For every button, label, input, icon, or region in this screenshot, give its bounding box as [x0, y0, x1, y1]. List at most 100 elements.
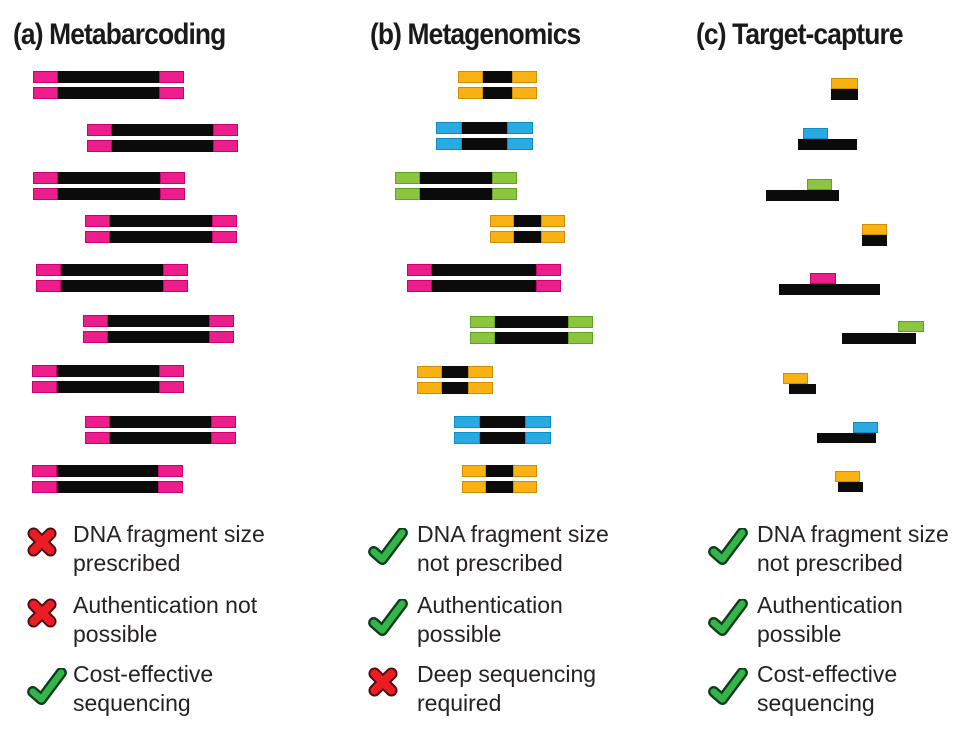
read-pair — [454, 416, 551, 444]
green-check-icon — [708, 598, 748, 641]
read-bar — [395, 188, 517, 200]
bullet-text-line: possible — [757, 621, 842, 647]
read-pair — [85, 215, 237, 243]
read-pair — [33, 172, 185, 200]
pink-adapter-cap — [407, 264, 432, 276]
yellow-adapter-cap — [541, 231, 565, 243]
captured-fragment-bar — [862, 235, 887, 246]
yellow-adapter-cap — [417, 366, 442, 378]
red-cross-icon — [27, 527, 57, 562]
red-cross-icon — [27, 598, 57, 633]
bullet-text-line: sequencing — [73, 690, 191, 716]
column-c-title: (c) Target-capture — [696, 18, 904, 51]
yellow-bait-tag — [835, 471, 860, 482]
green-check-icon — [368, 598, 408, 636]
yellow-adapter-cap — [468, 382, 493, 394]
yellow-bait-tag — [831, 78, 858, 89]
red-cross-icon — [27, 527, 57, 557]
pink-adapter-cap — [85, 416, 110, 428]
pink-adapter-cap — [36, 264, 61, 276]
pink-adapter-cap — [158, 465, 183, 477]
read-bar — [417, 366, 493, 378]
pink-adapter-cap — [36, 280, 61, 292]
read-bar — [470, 316, 593, 328]
read-bar — [87, 124, 238, 136]
read-bar — [407, 264, 561, 276]
read-bar — [33, 87, 184, 99]
read-bar — [33, 71, 184, 83]
pink-adapter-cap — [163, 280, 188, 292]
read-pair — [407, 264, 561, 292]
pink-adapter-cap — [159, 365, 184, 377]
pink-adapter-cap — [32, 465, 57, 477]
read-bar — [458, 71, 537, 83]
pink-adapter-cap — [33, 172, 58, 184]
yellow-adapter-cap — [462, 465, 486, 477]
yellow-adapter-cap — [513, 481, 537, 493]
green-adapter-cap — [568, 332, 593, 344]
bullet-text: Cost-effective sequencing — [73, 660, 213, 718]
pink-adapter-cap — [158, 481, 183, 493]
bullet-text-line: possible — [417, 621, 502, 647]
pink-adapter-cap — [209, 331, 234, 343]
captured-fragment-bar — [838, 482, 863, 492]
read-bar — [83, 331, 234, 343]
pink-adapter-cap — [160, 172, 185, 184]
pink-adapter-cap — [32, 481, 57, 493]
read-bar — [36, 264, 188, 276]
green-check-icon — [27, 667, 67, 710]
read-bar — [458, 87, 537, 99]
read-bar — [85, 215, 237, 227]
read-bar — [36, 280, 188, 292]
read-bar — [462, 481, 537, 493]
pink-adapter-cap — [212, 231, 237, 243]
captured-fragment-bar — [842, 333, 916, 344]
read-bar — [454, 432, 551, 444]
blue-bait-tag — [803, 128, 828, 139]
bullet-item: Cost-effective sequencing — [27, 660, 213, 718]
yellow-adapter-cap — [490, 231, 514, 243]
read-bar — [85, 416, 236, 428]
captured-fragment-bar — [798, 139, 857, 150]
bullet-item: Authentication not possible — [27, 591, 257, 649]
read-bar — [407, 280, 561, 292]
pink-adapter-cap — [87, 140, 112, 152]
read-pair — [458, 71, 537, 99]
pink-adapter-cap — [211, 432, 236, 444]
yellow-adapter-cap — [458, 87, 483, 99]
red-cross-icon — [27, 598, 57, 628]
pink-adapter-cap — [83, 315, 108, 327]
read-bar — [462, 465, 537, 477]
bullet-text-line: Cost-effective — [757, 661, 898, 687]
blue-adapter-cap — [525, 432, 551, 444]
bullet-text-line: required — [417, 690, 502, 716]
pink-adapter-cap — [160, 188, 185, 200]
blue-adapter-cap — [507, 122, 533, 134]
pink-adapter-cap — [33, 71, 58, 83]
green-adapter-cap — [568, 316, 593, 328]
read-pair — [87, 124, 238, 152]
green-adapter-cap — [395, 188, 420, 200]
pink-adapter-cap — [407, 280, 432, 292]
bullet-text-line: Authentication — [757, 592, 903, 618]
bullet-text-line: Authentication not — [73, 592, 258, 618]
read-bar — [32, 365, 184, 377]
bullet-item: Deep sequencing required — [368, 660, 596, 718]
bullet-text-line: DNA fragment size — [757, 521, 949, 547]
bullet-text-line: Deep sequencing — [417, 661, 597, 687]
yellow-adapter-cap — [541, 215, 565, 227]
pink-adapter-cap — [159, 71, 184, 83]
green-check-icon — [368, 598, 408, 641]
bullet-text-line: Cost-effective — [73, 661, 214, 687]
bullet-text: DNA fragment size prescribed — [73, 520, 265, 578]
bullet-text-line: not prescribed — [417, 550, 563, 576]
read-pair — [395, 172, 517, 200]
read-bar — [454, 416, 551, 428]
green-check-icon — [708, 527, 748, 565]
green-adapter-cap — [470, 332, 495, 344]
read-bar — [436, 138, 533, 150]
bullet-text: Cost-effective sequencing — [757, 660, 897, 718]
pink-adapter-cap — [87, 124, 112, 136]
blue-adapter-cap — [454, 416, 480, 428]
